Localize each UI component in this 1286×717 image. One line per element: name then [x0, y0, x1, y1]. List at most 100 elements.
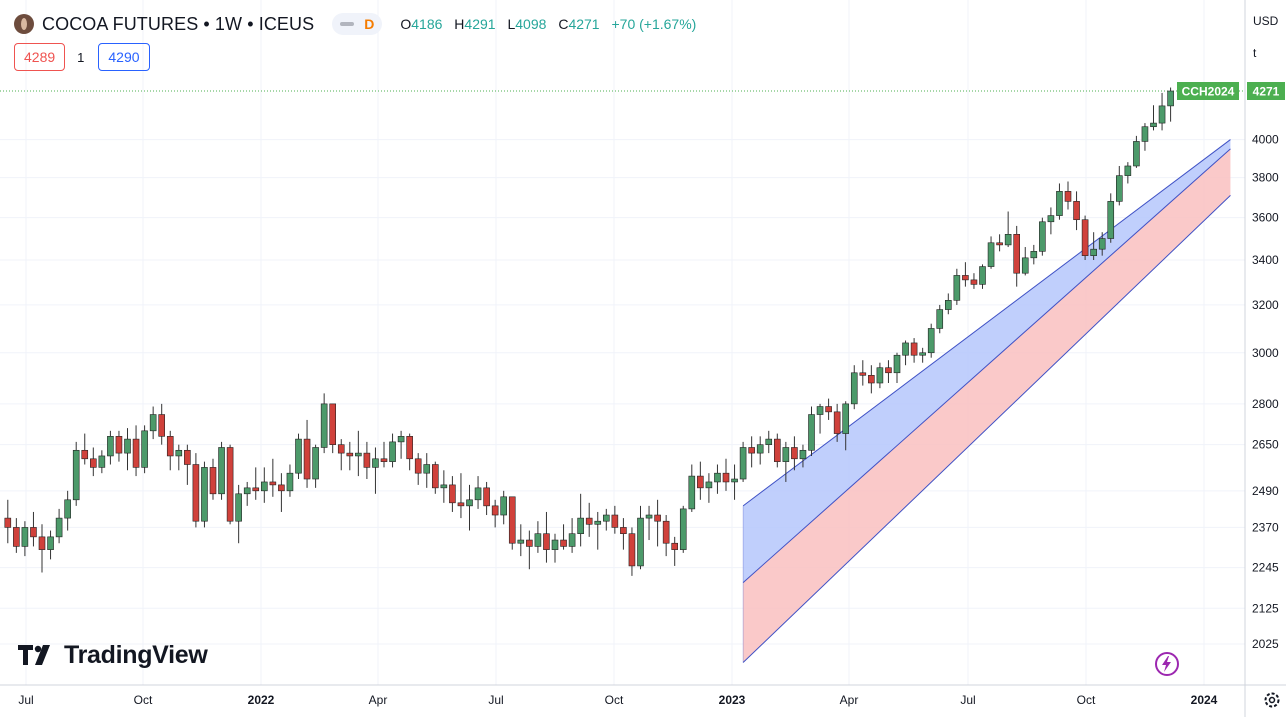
candle [64, 490, 71, 531]
candle-body [1124, 165, 1132, 176]
candle-body [936, 309, 944, 329]
candle-body [243, 487, 251, 495]
candle-body [893, 354, 901, 374]
candle-body [611, 514, 619, 528]
candle-body [1090, 248, 1097, 256]
candle [55, 508, 63, 544]
candle [72, 441, 80, 506]
lightning-icon[interactable] [1155, 652, 1179, 676]
candle-body [372, 458, 379, 468]
candle [773, 433, 781, 468]
candle-body [927, 328, 935, 354]
tradingview-logo-icon [18, 644, 50, 665]
candle-body [594, 520, 602, 525]
candle-body [295, 438, 302, 474]
candle-body [637, 517, 644, 567]
sell-button[interactable]: 4289 [14, 43, 66, 71]
candle-body [833, 411, 841, 434]
price-axis: 2025 2125 2245 2370 2490 2650 2800 3000 3200 3400… [1252, 133, 1279, 651]
candle [431, 461, 439, 494]
last-price-labels: CCH2024 4271 [1177, 82, 1285, 100]
cocoa-symbol-icon[interactable] [14, 14, 34, 34]
candle-body [714, 472, 721, 483]
candle [808, 406, 815, 456]
candle [166, 430, 174, 471]
unit-label[interactable]: t [1253, 46, 1257, 60]
candle-body [962, 275, 969, 281]
channel-upper-line [742, 139, 1231, 507]
candle [1167, 87, 1174, 122]
candle-body [141, 430, 148, 468]
candle [585, 502, 593, 537]
candle [98, 450, 106, 474]
candle-body [466, 499, 473, 507]
candle [825, 398, 832, 420]
symbol-title[interactable]: COCOA FUTURES • 1W • ICEUS [42, 13, 315, 34]
candle-body [175, 449, 183, 457]
symbol-price-tag-bg [1177, 82, 1239, 100]
candle [799, 444, 807, 468]
candle-body [868, 375, 875, 384]
price-tick-label: 3000 [1252, 346, 1279, 360]
candle [303, 419, 311, 488]
candle-body [791, 447, 798, 460]
candle [756, 436, 764, 465]
candle-body [320, 403, 328, 448]
candle [893, 352, 901, 384]
candle [782, 441, 790, 482]
time-tick-label: Apr [369, 693, 388, 707]
candle-body [620, 527, 627, 535]
candle-body [329, 403, 337, 445]
candle [885, 360, 892, 384]
currency-label[interactable]: USD [1253, 14, 1279, 28]
time-tick-label: Oct [605, 693, 624, 707]
close-value: 4271 [568, 16, 600, 32]
candle-body [107, 436, 114, 457]
candle [962, 262, 969, 287]
quantity[interactable]: 1 [77, 49, 85, 65]
candle-body [209, 467, 217, 495]
candle [406, 433, 413, 471]
price-tick-label: 3800 [1252, 171, 1279, 185]
candle [628, 527, 636, 576]
gear-icon[interactable] [1262, 690, 1282, 710]
tradingview-logo[interactable]: TradingView [18, 641, 208, 670]
candle-body [944, 300, 952, 310]
price-tick-label: 3400 [1252, 253, 1279, 267]
candle [722, 458, 730, 491]
candle [697, 461, 704, 500]
price-tick-label: 2800 [1252, 397, 1279, 411]
candle-body [158, 414, 165, 437]
buy-button[interactable]: 4290 [98, 43, 150, 71]
candle-body [645, 514, 653, 519]
candle-body [953, 275, 961, 301]
candle-body [1039, 221, 1046, 252]
candle [260, 467, 268, 503]
time-tick-label: Jul [960, 693, 975, 707]
candle [124, 428, 131, 471]
candle-body [55, 517, 63, 538]
eye-toggle-icon[interactable]: D [332, 13, 383, 35]
candle-body [910, 342, 918, 356]
candle-body [602, 514, 610, 522]
candle [688, 464, 696, 512]
candle-body [1021, 257, 1029, 274]
candle [243, 481, 251, 506]
candle [1098, 232, 1106, 256]
candle [47, 530, 54, 560]
candle [252, 467, 260, 500]
candle-body [286, 472, 294, 492]
candle [868, 365, 875, 394]
candle [714, 464, 721, 494]
candle [543, 511, 550, 563]
candle [449, 476, 456, 512]
candle [295, 433, 302, 480]
candle [910, 338, 918, 363]
candle [560, 524, 567, 550]
candle-body [81, 449, 89, 460]
candle [1107, 193, 1115, 243]
candle [602, 508, 610, 531]
candle-body [799, 449, 807, 460]
candle [320, 393, 328, 454]
